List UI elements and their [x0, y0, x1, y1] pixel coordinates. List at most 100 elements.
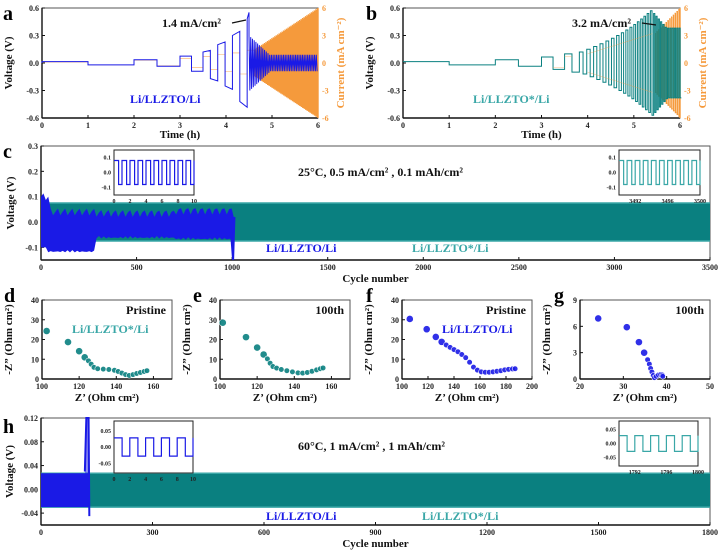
y-tick-label: 10: [391, 355, 399, 364]
inset-x-tick-label: 4: [145, 199, 148, 205]
y-tick-label: 40: [31, 296, 39, 305]
x-axis-label: Time (h): [521, 129, 562, 141]
voltage-series: [403, 10, 682, 116]
panel-b: 0 1 2 3 4 5 6 -0.6 -0.3 0.0 0.3 0.6 Time (h) Voltage …: [364, 3, 709, 141]
x-tick-label: 200: [526, 382, 538, 391]
x-tick-label: 3500: [702, 263, 718, 272]
y-tick-label: 0.6: [390, 4, 400, 13]
voltage-series: [41, 12, 318, 109]
blue-short-circuit-spike: [229, 216, 236, 261]
x-tick-label: 2: [132, 121, 136, 130]
right-tick-label: -3: [322, 87, 329, 96]
blue-series-band: [41, 193, 235, 253]
data-point: [253, 343, 262, 352]
x-tick-label: 120: [251, 382, 263, 391]
legend-label: Li/LLZTO*/Li: [473, 92, 550, 106]
x-tick-label: 6: [316, 121, 320, 130]
y-tick-label: 0.08: [24, 438, 38, 447]
data-point: [659, 373, 666, 380]
inset-x-tick-label: 0: [113, 199, 116, 205]
x-tick-label: 100: [396, 382, 408, 391]
current-series-early: [553, 33, 653, 93]
inset-x-tick-label: 3500: [694, 199, 706, 205]
data-point: [635, 338, 643, 347]
y-tick-label: -0.6: [26, 114, 39, 123]
data-point: [94, 365, 101, 372]
data-point: [422, 325, 431, 334]
blue-series-band: [41, 473, 90, 508]
x-tick-label: 40: [663, 382, 671, 391]
x-tick-label: 1800: [702, 528, 718, 537]
y-tick-label: 20: [391, 336, 399, 345]
x-tick-label: 100: [36, 382, 48, 391]
state-label: Pristine: [486, 303, 527, 317]
data-point: [466, 359, 473, 366]
inset-y-tick-label: 0.1: [609, 156, 617, 162]
y-axis-label: -Z” (Ohm cm²): [181, 304, 193, 375]
y-tick-label: -0.3: [26, 87, 39, 96]
x-tick-label: 900: [370, 528, 382, 537]
panel-letter-f: f: [366, 285, 373, 307]
y-tick-label: 3: [573, 349, 577, 358]
inset-end: 1792 1796 1800 -0.05 0.00 0.05: [604, 420, 704, 476]
right-tick-label: -3: [684, 87, 691, 96]
blue-failure-spike: [83, 417, 91, 517]
legend-label-llzto-star: Li/LLZTO*/Li: [422, 509, 499, 523]
x-tick-label: 3: [178, 121, 182, 130]
x-tick-label: 6: [678, 121, 682, 130]
x-tick-label: 2000: [415, 263, 431, 272]
x-tick-label: 1200: [479, 528, 495, 537]
data-point: [283, 367, 290, 374]
y-axis-label: -Z” (Ohm cm²): [541, 304, 553, 375]
x-tick-label: 100: [214, 382, 226, 391]
y-tick-label: 0.6: [29, 4, 39, 13]
y-axis-label: -Z” (Ohm cm²): [363, 304, 375, 375]
inset-end: 3492 3496 3500 -0.1 0.0 0.1: [607, 149, 706, 205]
annotation-current: 1.4 mA/cm²: [162, 16, 221, 30]
panel-h: 0 300 600 900 1200 1500 1800 -0.04 0.00 0.04 0.08 0…: [3, 414, 718, 550]
x-axis-label: Z’ (Ohm cm²): [75, 392, 140, 404]
y-tick-label: 30: [209, 316, 217, 325]
inset-y-tick-label: -0.05: [99, 461, 112, 467]
x-axis-label: Cycle number: [342, 273, 408, 285]
panel-f: 100 120 140 160 180 200 0 10 20 30 40 Z’ (Ohm cm²) -…: [363, 285, 538, 404]
x-tick-label: 5: [270, 121, 274, 130]
x-axis-label: Z’ (Ohm cm²): [435, 392, 500, 404]
y-axis-label: Voltage (V): [4, 445, 16, 498]
data-point: [75, 347, 84, 356]
x-axis-label: Z’ (Ohm cm²): [253, 392, 318, 404]
panel-letter-a: a: [3, 3, 13, 25]
x-tick-label: 0: [39, 263, 43, 272]
y-tick-label: 0: [395, 375, 399, 384]
data-point: [640, 348, 649, 357]
data-point: [143, 367, 151, 374]
data-point: [462, 354, 469, 361]
y-axis-label: Voltage (V): [3, 36, 15, 89]
y-tick-label: 10: [31, 355, 39, 364]
x-tick-label: 180: [500, 382, 512, 391]
x-tick-label: 160: [474, 382, 486, 391]
panel-letter-h: h: [3, 416, 14, 438]
state-label: Pristine: [126, 303, 167, 317]
right-axis-label: Current (mA cm⁻²): [697, 17, 709, 108]
inset-x-tick-label: 1800: [692, 470, 704, 476]
x-tick-label: 3: [540, 121, 544, 130]
inset-x-tick-label: 10: [190, 477, 196, 483]
panel-letter-b: b: [366, 3, 377, 25]
x-tick-label: 2500: [511, 263, 527, 272]
x-tick-label: 120: [73, 382, 85, 391]
inset-y-tick-label: 0.0: [104, 171, 112, 177]
y-tick-label: 0: [573, 375, 577, 384]
y-tick-label: 0.12: [24, 414, 38, 423]
x-tick-label: 1500: [320, 263, 336, 272]
y-tick-label: 0.2: [28, 167, 38, 176]
y-tick-label: -0.04: [21, 509, 38, 518]
legend-label-llzto-star: Li/LLZTO*/Li: [412, 241, 489, 255]
y-tick-label: 0.0: [29, 59, 39, 68]
inset-x-tick-label: 6: [161, 199, 164, 205]
condition-annotation: 25°C, 0.5 mA/cm² , 0.1 mAh/cm²: [298, 165, 463, 179]
inset-x-tick-label: 1796: [660, 470, 672, 476]
panel-letter-g: g: [554, 285, 564, 307]
y-tick-label: 0.3: [28, 142, 38, 151]
inset-y-tick-label: 0.00: [101, 445, 112, 451]
